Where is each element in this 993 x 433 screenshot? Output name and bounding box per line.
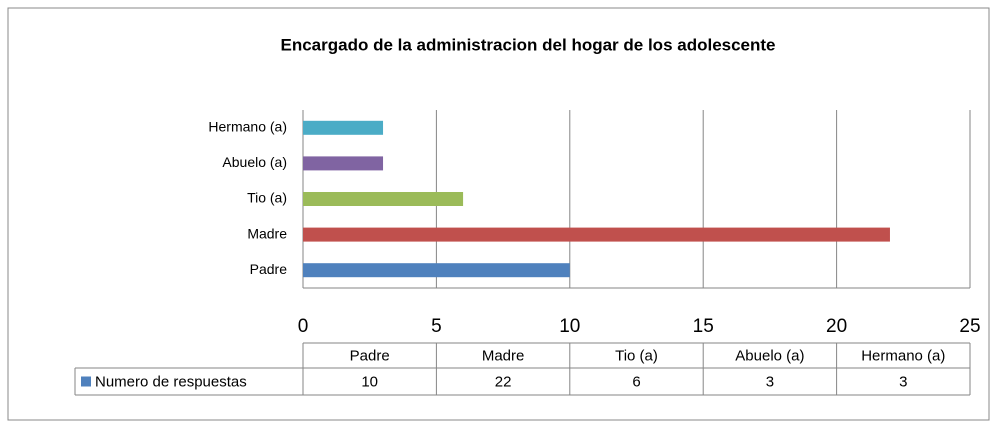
- table-header: Tio (a): [615, 347, 658, 364]
- bar: [303, 263, 570, 278]
- y-tick-label: Tio (a): [247, 190, 287, 206]
- x-tick-label: 0: [298, 316, 309, 337]
- bar: [303, 192, 464, 206]
- table-header: Hermano (a): [861, 347, 945, 364]
- bar: [303, 156, 384, 171]
- table-value: 3: [766, 373, 774, 390]
- x-tick-label: 25: [959, 316, 980, 337]
- x-tick-label: 5: [431, 316, 442, 337]
- y-tick-label: Hermano (a): [208, 119, 287, 135]
- legend-swatch: [81, 376, 91, 387]
- bar: [303, 227, 890, 242]
- table-value: 3: [899, 373, 907, 390]
- y-tick-label: Abuelo (a): [222, 154, 287, 170]
- chart-title: Encargado de la administracion del hogar…: [280, 35, 775, 54]
- x-tick-label: 20: [826, 316, 847, 337]
- table-value: 6: [632, 373, 640, 390]
- x-tick-label: 15: [693, 316, 714, 337]
- chart-border: [7, 7, 990, 421]
- table-value: 10: [361, 373, 378, 390]
- table-value: 22: [495, 373, 512, 390]
- bar: [303, 120, 384, 135]
- table-header: Madre: [482, 347, 525, 364]
- y-tick-label: Madre: [247, 225, 287, 241]
- legend-label: Numero de respuestas: [95, 373, 247, 390]
- y-tick-label: Padre: [250, 261, 288, 277]
- table-header: Abuelo (a): [735, 347, 804, 364]
- table-header: Padre: [350, 347, 390, 364]
- x-tick-label: 10: [559, 316, 580, 337]
